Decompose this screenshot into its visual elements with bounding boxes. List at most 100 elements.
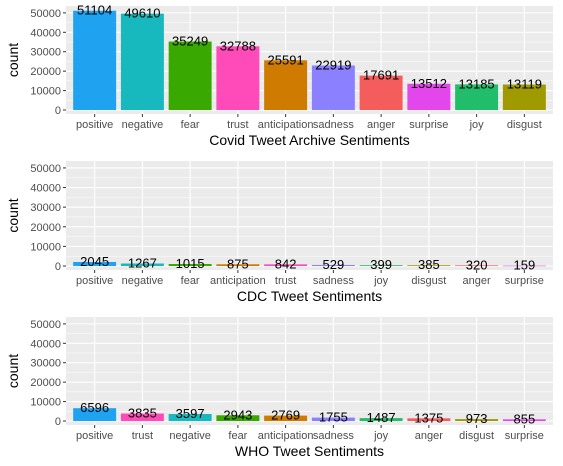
x-tick-label-trust: trust [132, 430, 153, 442]
x-tick-label-trust: trust [227, 119, 248, 131]
bar-trust [120, 413, 164, 421]
bar-joy [359, 418, 403, 421]
y-tick-label: 50000 [30, 163, 61, 175]
data-label-trust: 842 [275, 256, 297, 271]
x-tick-label-sadness: sadness [313, 430, 354, 442]
bar-trust [216, 46, 260, 110]
data-label-disgust: 973 [466, 411, 488, 426]
data-label-positive: 2045 [80, 254, 109, 269]
y-tick-label: 20000 [30, 222, 61, 234]
plot-panel-background [66, 161, 553, 270]
data-label-surprise: 159 [514, 258, 536, 273]
y-tick-label: 50000 [30, 319, 61, 331]
bar-anticipation [264, 60, 308, 110]
y-tick-label: 10000 [30, 397, 61, 409]
bar-joy [455, 84, 499, 110]
data-label-negative: 1267 [128, 256, 157, 271]
x-tick-label-surprise: surprise [505, 275, 544, 287]
data-label-joy: 13185 [459, 76, 495, 91]
bar-negative [120, 13, 164, 111]
bar-sadness [311, 65, 355, 110]
data-label-anger: 17691 [363, 68, 399, 83]
data-label-positive: 51104 [77, 3, 112, 18]
x-tick-label-disgust: disgust [411, 275, 446, 287]
bar-surprise [502, 265, 546, 267]
data-label-positive: 6596 [80, 400, 109, 415]
bar-negative [120, 263, 164, 266]
y-tick-label: 0 [55, 105, 61, 117]
bar-sadness [311, 264, 355, 266]
x-tick-label-sadness: sadness [313, 119, 354, 131]
bar-fear [168, 41, 212, 110]
data-label-trust: 32788 [220, 38, 256, 53]
data-label-anticipation: 2769 [271, 408, 300, 423]
x-tick-label-sadness: sadness [313, 275, 354, 287]
bar-anger [407, 418, 451, 421]
data-label-joy: 1487 [367, 410, 396, 425]
y-tick-label: 50000 [30, 8, 61, 20]
bar-sadness [311, 417, 355, 421]
x-tick-label-joy: joy [373, 275, 389, 287]
x-tick-label-trust: trust [275, 275, 296, 287]
x-tick-label-disgust: disgust [507, 119, 542, 131]
bar-positive [73, 10, 117, 110]
bar-trust [264, 264, 308, 266]
y-tick-label: 20000 [30, 66, 61, 78]
x-tick-label-positive: positive [76, 119, 113, 131]
plot-panel-background [66, 317, 553, 425]
chart-panel-2: 0 10000 20000 30000 40000 50000 2045 positive 12… [5, 161, 553, 304]
x-tick-label-anger: anger [463, 275, 491, 287]
x-tick-label-negative: negative [122, 119, 164, 131]
x-tick-label-fear: fear [181, 119, 200, 131]
y-axis-title: count [5, 43, 21, 77]
y-tick-label: 20000 [30, 377, 61, 389]
y-tick-label: 10000 [30, 86, 61, 98]
data-label-negative: 49610 [124, 6, 160, 21]
data-label-negative: 3597 [176, 406, 205, 421]
x-tick-label-positive: positive [76, 275, 113, 287]
x-tick-label-negative: negative [169, 430, 211, 442]
bar-anticipation [264, 415, 308, 421]
data-label-sadness: 529 [323, 257, 345, 272]
x-tick-label-surprise: surprise [505, 430, 544, 442]
x-tick-label-anticipation: anticipation [258, 119, 314, 131]
data-label-anticipation: 25591 [268, 52, 304, 67]
data-label-sadness: 1755 [319, 410, 348, 425]
y-tick-label: 30000 [30, 358, 61, 370]
x-tick-label-positive: positive [76, 430, 113, 442]
data-label-disgust: 385 [418, 257, 440, 272]
x-tick-label-anticipation: anticipation [210, 275, 266, 287]
bar-anger [455, 265, 499, 266]
y-tick-label: 30000 [30, 202, 61, 214]
y-tick-label: 40000 [30, 183, 61, 195]
bar-positive [73, 408, 117, 421]
bar-negative [168, 414, 212, 421]
bar-positive [73, 261, 117, 266]
data-label-anger: 1375 [414, 410, 443, 425]
x-tick-label-anger: anger [367, 119, 395, 131]
bar-surprise [407, 83, 451, 110]
y-tick-label: 40000 [30, 338, 61, 350]
chart-panel-1: 0 10000 20000 30000 40000 50000 51104 positive 4… [5, 3, 553, 148]
x-tick-label-fear: fear [228, 430, 247, 442]
bar-anticipation [216, 264, 260, 266]
x-tick-label-negative: negative [122, 275, 164, 287]
x-tick-label-anticipation: anticipation [258, 430, 314, 442]
x-tick-label-joy: joy [469, 119, 485, 131]
bar-fear [168, 264, 212, 266]
bar-disgust [502, 84, 546, 110]
y-tick-label: 30000 [30, 47, 61, 59]
x-axis-title: CDC Tweet Sentiments [237, 288, 382, 304]
x-axis-title: Covid Tweet Archive Sentiments [209, 132, 410, 148]
data-label-trust: 3835 [128, 406, 157, 421]
x-axis-title: WHO Tweet Sentiments [235, 443, 384, 459]
y-tick-label: 10000 [30, 241, 61, 253]
data-label-surprise: 13512 [411, 76, 447, 91]
y-tick-label: 40000 [30, 27, 61, 39]
data-label-fear: 35249 [172, 34, 208, 49]
data-label-fear: 2943 [223, 407, 252, 422]
data-label-fear: 1015 [176, 256, 205, 271]
data-label-disgust: 13119 [507, 77, 542, 92]
x-tick-label-fear: fear [181, 275, 200, 287]
